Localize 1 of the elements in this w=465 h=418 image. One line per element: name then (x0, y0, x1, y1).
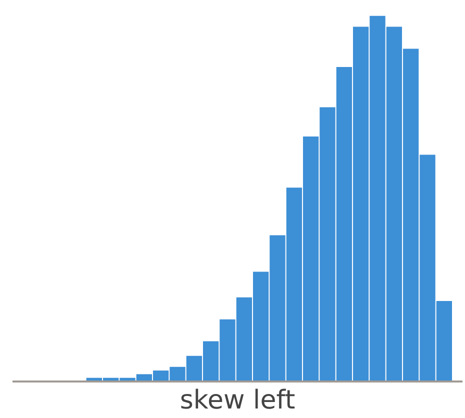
x-axis-title: skew left (180, 386, 296, 416)
